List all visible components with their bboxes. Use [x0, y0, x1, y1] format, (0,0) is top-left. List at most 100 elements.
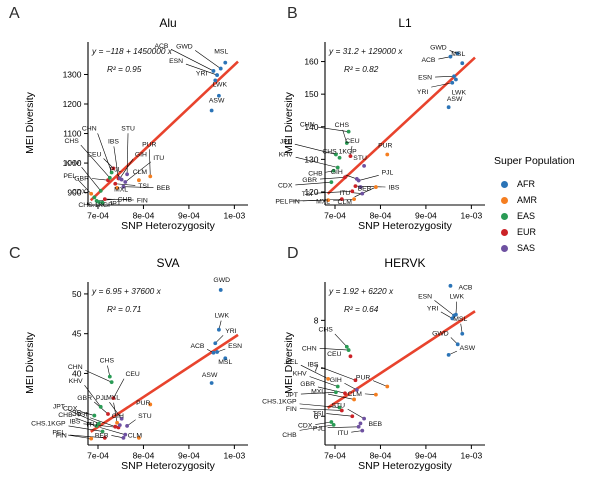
label-CHB: CHB	[118, 196, 133, 203]
label-leader	[309, 376, 338, 387]
label-ITU: ITU	[86, 422, 97, 429]
label-CEU: CEU	[327, 351, 341, 358]
label-STU: STU	[331, 403, 345, 410]
label-CHS.1KGP: CHS.1KGP	[262, 399, 297, 406]
legend-item-EUR: EUR	[494, 224, 575, 240]
point-MXL	[115, 185, 119, 190]
point-BEB	[121, 435, 126, 440]
label-leader	[104, 198, 134, 201]
label-leader	[89, 417, 116, 427]
point-CEU	[348, 354, 353, 359]
label-CDX: CDX	[72, 188, 87, 195]
point-PUR	[148, 174, 153, 179]
label-CLM: CLM	[133, 169, 148, 176]
point-PJL	[119, 177, 124, 182]
y-tick-label: 45	[72, 329, 82, 339]
label-leader	[345, 174, 357, 180]
point-CHN	[109, 170, 114, 175]
point-PUR	[385, 152, 390, 157]
label-leader	[344, 383, 357, 391]
label-GWD: GWD	[176, 44, 193, 51]
label-leader	[438, 56, 451, 60]
label-PUR: PUR	[136, 400, 150, 407]
y-tick-label: 40	[72, 368, 82, 378]
x-tick-label: 7e-04	[324, 451, 346, 461]
label-leader	[302, 198, 342, 202]
label-TSI: TSI	[313, 411, 324, 418]
label-leader	[327, 393, 355, 400]
label-CHS: CHS	[64, 138, 79, 145]
label-leader	[68, 434, 92, 439]
point-ITU	[123, 180, 128, 184]
label-CLM: CLM	[128, 432, 143, 439]
point-ASW	[446, 105, 451, 110]
point-ASW	[209, 381, 214, 385]
legend-title: Super Population	[494, 155, 575, 167]
x-tick-label: 8e-04	[370, 451, 392, 461]
label-leader	[315, 421, 332, 425]
point-MSL	[460, 331, 465, 336]
label-CLM: CLM	[348, 391, 363, 398]
panel-letter-b: B	[287, 5, 298, 22]
label-LWK: LWK	[450, 294, 465, 301]
label-CLM: CLM	[338, 199, 353, 206]
y-tick-label: 1200	[63, 99, 82, 109]
label-STU: STU	[138, 413, 152, 420]
y-tick-label: 1300	[63, 69, 82, 79]
point-YRI	[450, 80, 455, 85]
label-ASW: ASW	[209, 98, 225, 105]
y-tick-label: 120	[304, 187, 318, 197]
label-ASW: ASW	[460, 345, 476, 352]
regression-equation: y = 1.92 + 6220 x	[329, 286, 394, 296]
point-KHV	[335, 384, 340, 389]
label-CHS: CHS	[318, 327, 333, 334]
x-tick-label: 9e-04	[415, 451, 437, 461]
point-CHN	[109, 380, 114, 385]
label-GIH: GIH	[135, 151, 147, 158]
legend-label-AMR: AMR	[517, 195, 537, 205]
label-leader	[67, 409, 100, 424]
point-PEL	[89, 436, 94, 441]
label-KHV: KHV	[293, 371, 307, 378]
label-CHS.1KGP: CHS.1KGP	[31, 420, 66, 427]
label-TSI: TSI	[138, 183, 149, 190]
label-leader	[78, 179, 92, 194]
label-PJL: PJL	[110, 167, 122, 174]
point-YRI	[213, 341, 218, 346]
point-LWK	[217, 93, 221, 98]
label-CHB: CHB	[282, 432, 297, 439]
label-ESN: ESN	[169, 58, 183, 65]
label-YRI: YRI	[417, 89, 428, 96]
r-squared: R² = 0.64	[344, 304, 379, 314]
label-leader	[299, 408, 342, 411]
x-axis-title: SNP Heterozygosity	[121, 220, 215, 232]
label-leader	[115, 183, 136, 186]
point-CHB	[331, 422, 336, 427]
label-CHN: CHN	[68, 364, 83, 371]
y-tick-label: 900	[67, 188, 81, 198]
label-leader	[455, 301, 458, 315]
label-MXL: MXL	[311, 388, 325, 395]
label-CHS.1KGP: CHS.1KGP	[322, 149, 357, 156]
label-leader	[300, 391, 336, 395]
label-ACB: ACB	[458, 284, 472, 291]
label-PEL: PEL	[63, 173, 76, 180]
point-CLM	[374, 392, 378, 397]
point-CHS	[107, 175, 112, 180]
label-ESN: ESN	[228, 343, 242, 350]
scatter-plot-l1: 120 130 140 150 160 7e-04 8e-04 9e-04 1e-03 PEL CD…	[275, 42, 485, 221]
y-tick-label: 8	[314, 315, 319, 325]
label-leader	[294, 143, 336, 155]
label-MSL: MSL	[451, 51, 465, 58]
y-tick-label: 35	[72, 408, 82, 418]
label-leader	[315, 191, 353, 194]
label-leader	[113, 378, 125, 399]
point-STU	[362, 163, 366, 168]
label-leader	[84, 385, 101, 408]
r-squared: R² = 0.95	[107, 64, 142, 74]
x-axis-title: SNP Heterozygosity	[358, 460, 452, 472]
label-STU: STU	[121, 125, 135, 132]
point-TSI	[350, 189, 355, 194]
label-IBS: IBS	[69, 419, 80, 426]
regression-equation: y = 6.95 + 37600 x	[92, 286, 161, 296]
